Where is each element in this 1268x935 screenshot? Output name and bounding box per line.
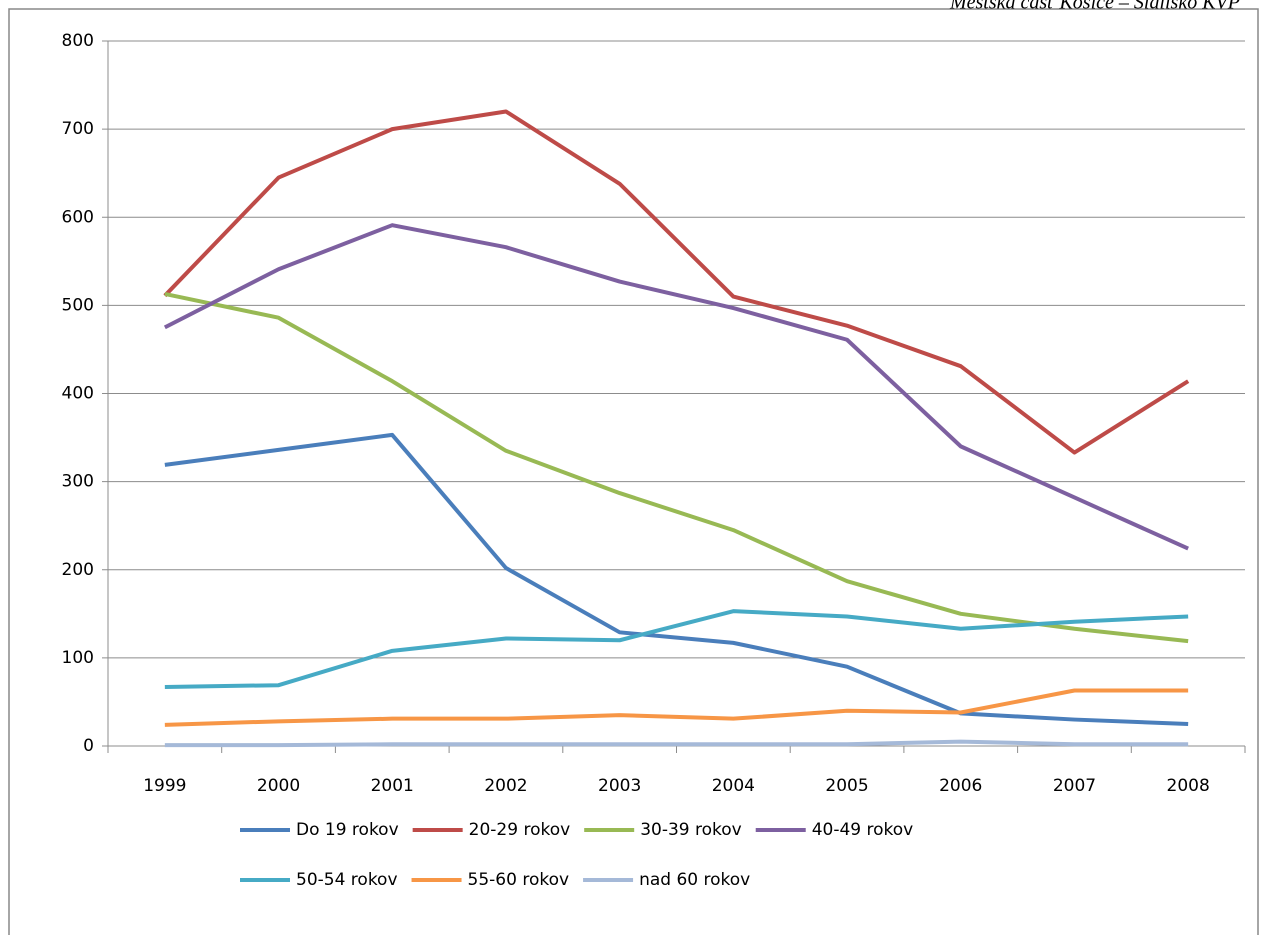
- series-line: [164, 609, 1189, 689]
- series-line: [163, 223, 1189, 551]
- legend-label: 30-39 rokov: [640, 820, 742, 840]
- legend-label: Do 19 rokov: [296, 820, 399, 840]
- legend-label: 40-49 rokov: [812, 820, 914, 840]
- series-line: [164, 739, 1189, 748]
- x-tick-label: 2006: [939, 776, 982, 796]
- y-tick-label: 100: [62, 648, 94, 668]
- series-line: [164, 688, 1189, 727]
- chart-frame: [8, 8, 1259, 935]
- annotation: Mestská časť Košice – Sídlisko KVP: [949, 0, 1240, 14]
- x-tick-label: 2003: [598, 776, 641, 796]
- x-tick-label: 2002: [484, 776, 527, 796]
- y-tick-label: 700: [62, 119, 94, 139]
- x-tick-label: 2000: [257, 776, 300, 796]
- series-line: [163, 109, 1190, 455]
- y-tick-label: 0: [83, 736, 94, 756]
- y-tick-label: 600: [62, 207, 94, 227]
- series-line: [164, 291, 1189, 644]
- y-tick-label: 800: [62, 31, 94, 51]
- x-tick-label: 2008: [1167, 776, 1210, 796]
- legend-label: 55-60 rokov: [468, 870, 570, 890]
- legend-label: 50-54 rokov: [296, 870, 398, 890]
- series-line: [164, 432, 1189, 726]
- x-tick-label: 2001: [371, 776, 414, 796]
- x-tick-label: 2007: [1053, 776, 1096, 796]
- y-tick-label: 200: [62, 560, 94, 580]
- y-tick-label: 500: [62, 295, 94, 315]
- y-tick-label: 400: [62, 384, 94, 404]
- x-tick-label: 1999: [143, 776, 186, 796]
- x-tick-label: 2004: [712, 776, 755, 796]
- y-tick-label: 300: [62, 472, 94, 492]
- x-tick-label: 2005: [825, 776, 868, 796]
- legend-label: 20-29 rokov: [469, 820, 571, 840]
- legend-label: nad 60 rokov: [639, 870, 750, 890]
